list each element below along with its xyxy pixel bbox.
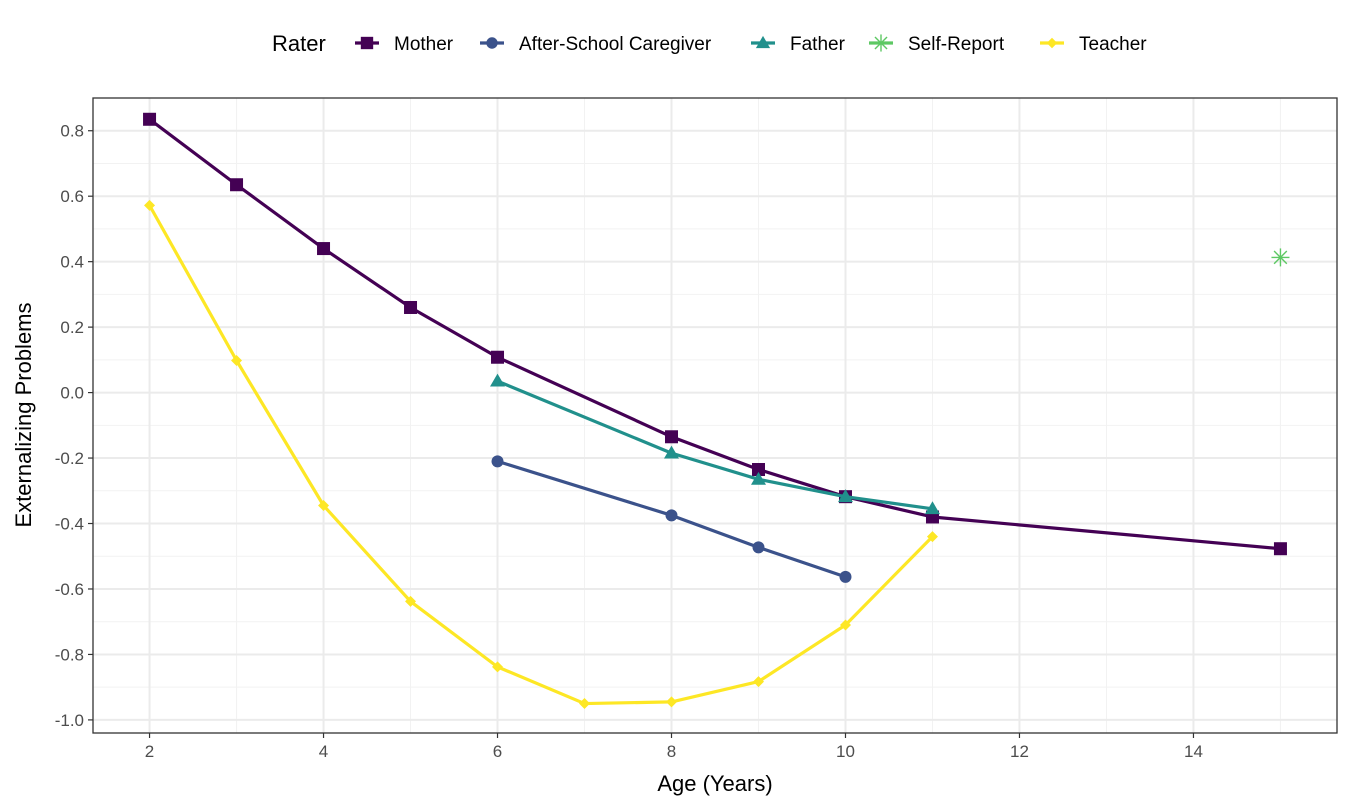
data-point-teacher (752, 676, 764, 688)
data-point-teacher (492, 661, 504, 673)
data-point-father (837, 489, 853, 503)
data-point-mother (230, 178, 244, 192)
y-tick-label: 0.2 (60, 318, 84, 337)
legend-label: Father (790, 34, 846, 55)
data-point-self-report (1271, 248, 1290, 267)
series-layer (143, 112, 1290, 710)
data-point-teacher (318, 500, 330, 512)
series-teacher (144, 199, 938, 710)
series-line-after-school-caregiver (497, 459, 847, 579)
data-point-mother (1273, 542, 1287, 556)
data-point-father (490, 373, 506, 387)
legend-item-father: Father (751, 34, 846, 55)
y-axis-title: Externalizing Problems (11, 303, 36, 528)
grid-major (93, 98, 1337, 733)
y-tick-label: -0.4 (55, 515, 84, 534)
legend-label: Teacher (1079, 34, 1147, 55)
legend-key-marker (486, 37, 498, 49)
legend-label: Mother (394, 34, 454, 55)
legend-key-marker (872, 34, 890, 52)
data-point-mother (317, 242, 331, 256)
x-tick-label: 8 (667, 742, 676, 761)
data-point-mother (665, 430, 679, 444)
y-tick-label: 0.8 (60, 122, 84, 141)
legend: Rater Mother After-School Caregiver Father… (272, 31, 1147, 56)
y-tick-label: 0.4 (60, 253, 84, 272)
plot-background (93, 98, 1337, 733)
data-point-teacher (144, 199, 156, 211)
legend-key-marker (1046, 37, 1058, 49)
series-line-mother (148, 118, 1281, 551)
data-point-after-school-caregiver (752, 541, 765, 554)
series-line-teacher (148, 204, 934, 706)
data-point-teacher (926, 531, 938, 543)
legend-label: After-School Caregiver (519, 34, 712, 55)
x-tick-label: 14 (1184, 742, 1203, 761)
data-point-father (664, 445, 680, 459)
data-point-teacher (231, 355, 243, 367)
data-point-mother (404, 300, 418, 314)
data-point-mother (143, 112, 157, 126)
data-point-father (924, 501, 940, 515)
legend-key-marker (755, 35, 771, 49)
y-tick-label: -0.8 (55, 645, 84, 664)
data-point-teacher (579, 698, 591, 710)
data-point-after-school-caregiver (491, 455, 504, 468)
x-tick-label: 6 (493, 742, 502, 761)
data-point-teacher (839, 619, 851, 631)
x-tick-label: 10 (836, 742, 855, 761)
legend-item-teacher: Teacher (1040, 34, 1147, 55)
plot-border (92, 97, 1338, 734)
data-point-mother (491, 350, 505, 364)
data-point-after-school-caregiver (839, 570, 852, 583)
series-father (490, 373, 940, 515)
legend-key-marker (360, 36, 374, 50)
legend-item-after-school-caregiver: After-School Caregiver (480, 34, 712, 55)
data-point-father (750, 471, 766, 485)
legend-item-self-report: Self-Report (869, 34, 1005, 55)
data-point-teacher (405, 595, 417, 607)
data-point-teacher (666, 696, 678, 708)
legend-item-mother: Mother (355, 34, 454, 55)
y-tick-label: -1.0 (55, 711, 84, 730)
y-tick-label: -0.2 (55, 449, 84, 468)
y-axis: -1.0 -0.8 -0.6 -0.4 -0.2 0.0 0.2 0.4 0.6 0.8 (55, 122, 93, 730)
x-tick-label: 4 (319, 742, 328, 761)
series-self-report (1271, 248, 1290, 267)
series-after-school-caregiver (491, 455, 852, 583)
x-axis: 2 4 6 8 10 12 14 (145, 733, 1203, 761)
data-point-after-school-caregiver (665, 509, 678, 522)
y-tick-label: -0.6 (55, 580, 84, 599)
legend-label: Self-Report (908, 34, 1005, 55)
legend-title: Rater (272, 31, 326, 56)
y-tick-label: 0.0 (60, 384, 84, 403)
grid-minor (93, 98, 1337, 733)
x-tick-label: 2 (145, 742, 154, 761)
data-point-mother (751, 463, 765, 477)
x-tick-label: 12 (1010, 742, 1029, 761)
x-axis-title: Age (Years) (657, 771, 772, 796)
y-tick-label: 0.6 (60, 187, 84, 206)
